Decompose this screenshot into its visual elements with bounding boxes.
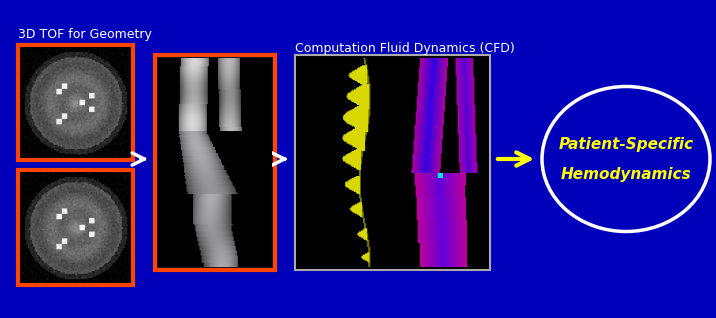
Text: Hemodynamics: Hemodynamics — [561, 168, 692, 183]
Text: 3D TOF for Geometry: 3D TOF for Geometry — [18, 28, 152, 41]
Text: Computation Fluid Dynamics (CFD): Computation Fluid Dynamics (CFD) — [295, 42, 515, 55]
Bar — [295, 55, 490, 270]
Bar — [18, 45, 133, 160]
Text: Patient-Specific: Patient-Specific — [558, 137, 694, 153]
Bar — [18, 170, 133, 285]
Bar — [155, 55, 275, 270]
